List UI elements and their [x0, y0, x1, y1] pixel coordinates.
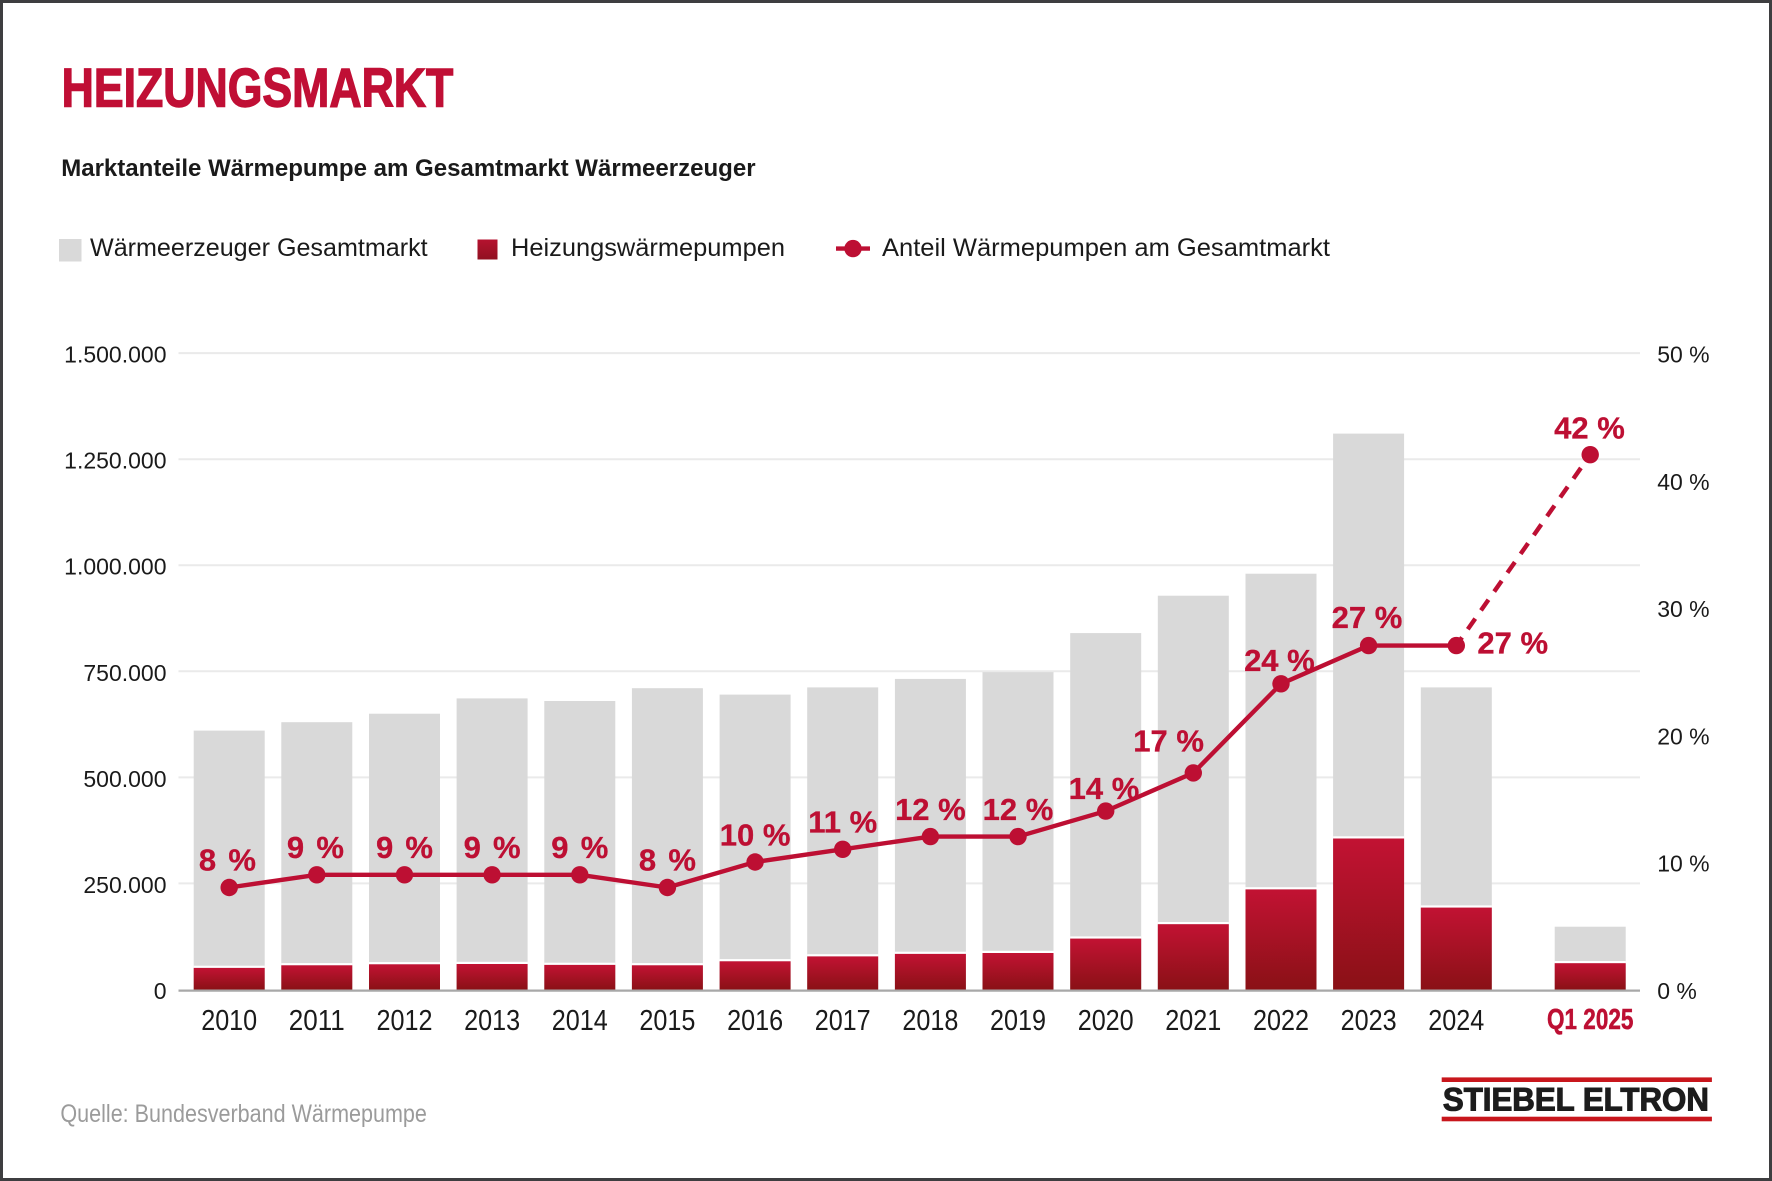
- svg-text:10 %: 10 %: [720, 817, 791, 852]
- svg-text:27 %: 27 %: [1332, 600, 1403, 635]
- svg-text:0 %: 0 %: [1657, 978, 1697, 1004]
- svg-text:1.000.000: 1.000.000: [64, 554, 166, 580]
- svg-text:2016: 2016: [727, 1005, 783, 1037]
- svg-text:2019: 2019: [990, 1005, 1046, 1037]
- svg-text:42 %: 42 %: [1554, 411, 1625, 446]
- svg-text:Quelle: Bundesverband Wärmepum: Quelle: Bundesverband Wärmepumpe: [60, 1100, 427, 1128]
- svg-text:8 %: 8 %: [199, 843, 256, 878]
- svg-text:2011: 2011: [289, 1005, 345, 1037]
- svg-text:2012: 2012: [377, 1005, 433, 1037]
- svg-text:14 %: 14 %: [1069, 771, 1140, 806]
- svg-text:Q1 2025: Q1 2025: [1547, 1004, 1633, 1036]
- svg-text:10 %: 10 %: [1657, 851, 1709, 877]
- svg-text:2022: 2022: [1253, 1005, 1309, 1037]
- svg-text:500.000: 500.000: [83, 766, 166, 792]
- svg-text:2020: 2020: [1078, 1005, 1134, 1037]
- svg-text:8 %: 8 %: [639, 843, 696, 878]
- svg-text:9 %: 9 %: [376, 830, 433, 865]
- svg-text:250.000: 250.000: [83, 872, 166, 898]
- svg-text:2024: 2024: [1428, 1005, 1484, 1037]
- svg-text:STIEBEL ELTRON: STIEBEL ELTRON: [1443, 1082, 1709, 1118]
- svg-text:9 %: 9 %: [287, 830, 344, 865]
- svg-text:2015: 2015: [639, 1005, 695, 1037]
- svg-text:2021: 2021: [1165, 1005, 1221, 1037]
- svg-text:Marktanteile Wärmepumpe am Ges: Marktanteile Wärmepumpe am Gesamtmarkt W…: [61, 155, 756, 182]
- svg-text:24 %: 24 %: [1244, 643, 1315, 678]
- svg-text:2023: 2023: [1341, 1005, 1397, 1037]
- svg-text:2013: 2013: [464, 1005, 520, 1037]
- svg-text:50 %: 50 %: [1657, 342, 1709, 368]
- svg-text:20 %: 20 %: [1657, 723, 1709, 749]
- svg-text:HEIZUNGSMARKT: HEIZUNGSMARKT: [62, 57, 454, 119]
- svg-text:1.500.000: 1.500.000: [64, 342, 166, 368]
- svg-text:2014: 2014: [552, 1005, 608, 1037]
- svg-text:30 %: 30 %: [1657, 596, 1709, 622]
- svg-text:2018: 2018: [902, 1005, 958, 1037]
- svg-text:1.250.000: 1.250.000: [64, 448, 166, 474]
- svg-text:9 %: 9 %: [464, 830, 521, 865]
- svg-text:Anteil Wärmepumpen am Gesamtma: Anteil Wärmepumpen am Gesamtmarkt: [882, 234, 1330, 262]
- svg-text:750.000: 750.000: [83, 660, 166, 686]
- svg-text:0: 0: [154, 978, 167, 1004]
- svg-text:17 %: 17 %: [1133, 724, 1204, 759]
- svg-text:2017: 2017: [815, 1005, 871, 1037]
- svg-text:9 %: 9 %: [551, 830, 608, 865]
- svg-text:27 %: 27 %: [1477, 626, 1548, 661]
- svg-text:2010: 2010: [201, 1005, 257, 1037]
- svg-text:12 %: 12 %: [983, 792, 1054, 827]
- svg-text:12 %: 12 %: [895, 792, 966, 827]
- svg-text:40 %: 40 %: [1657, 469, 1709, 495]
- svg-text:11 %: 11 %: [808, 805, 877, 840]
- svg-text:Wärmeerzeuger Gesamtmarkt: Wärmeerzeuger Gesamtmarkt: [90, 234, 428, 262]
- svg-text:Heizungswärmepumpen: Heizungswärmepumpen: [511, 234, 785, 262]
